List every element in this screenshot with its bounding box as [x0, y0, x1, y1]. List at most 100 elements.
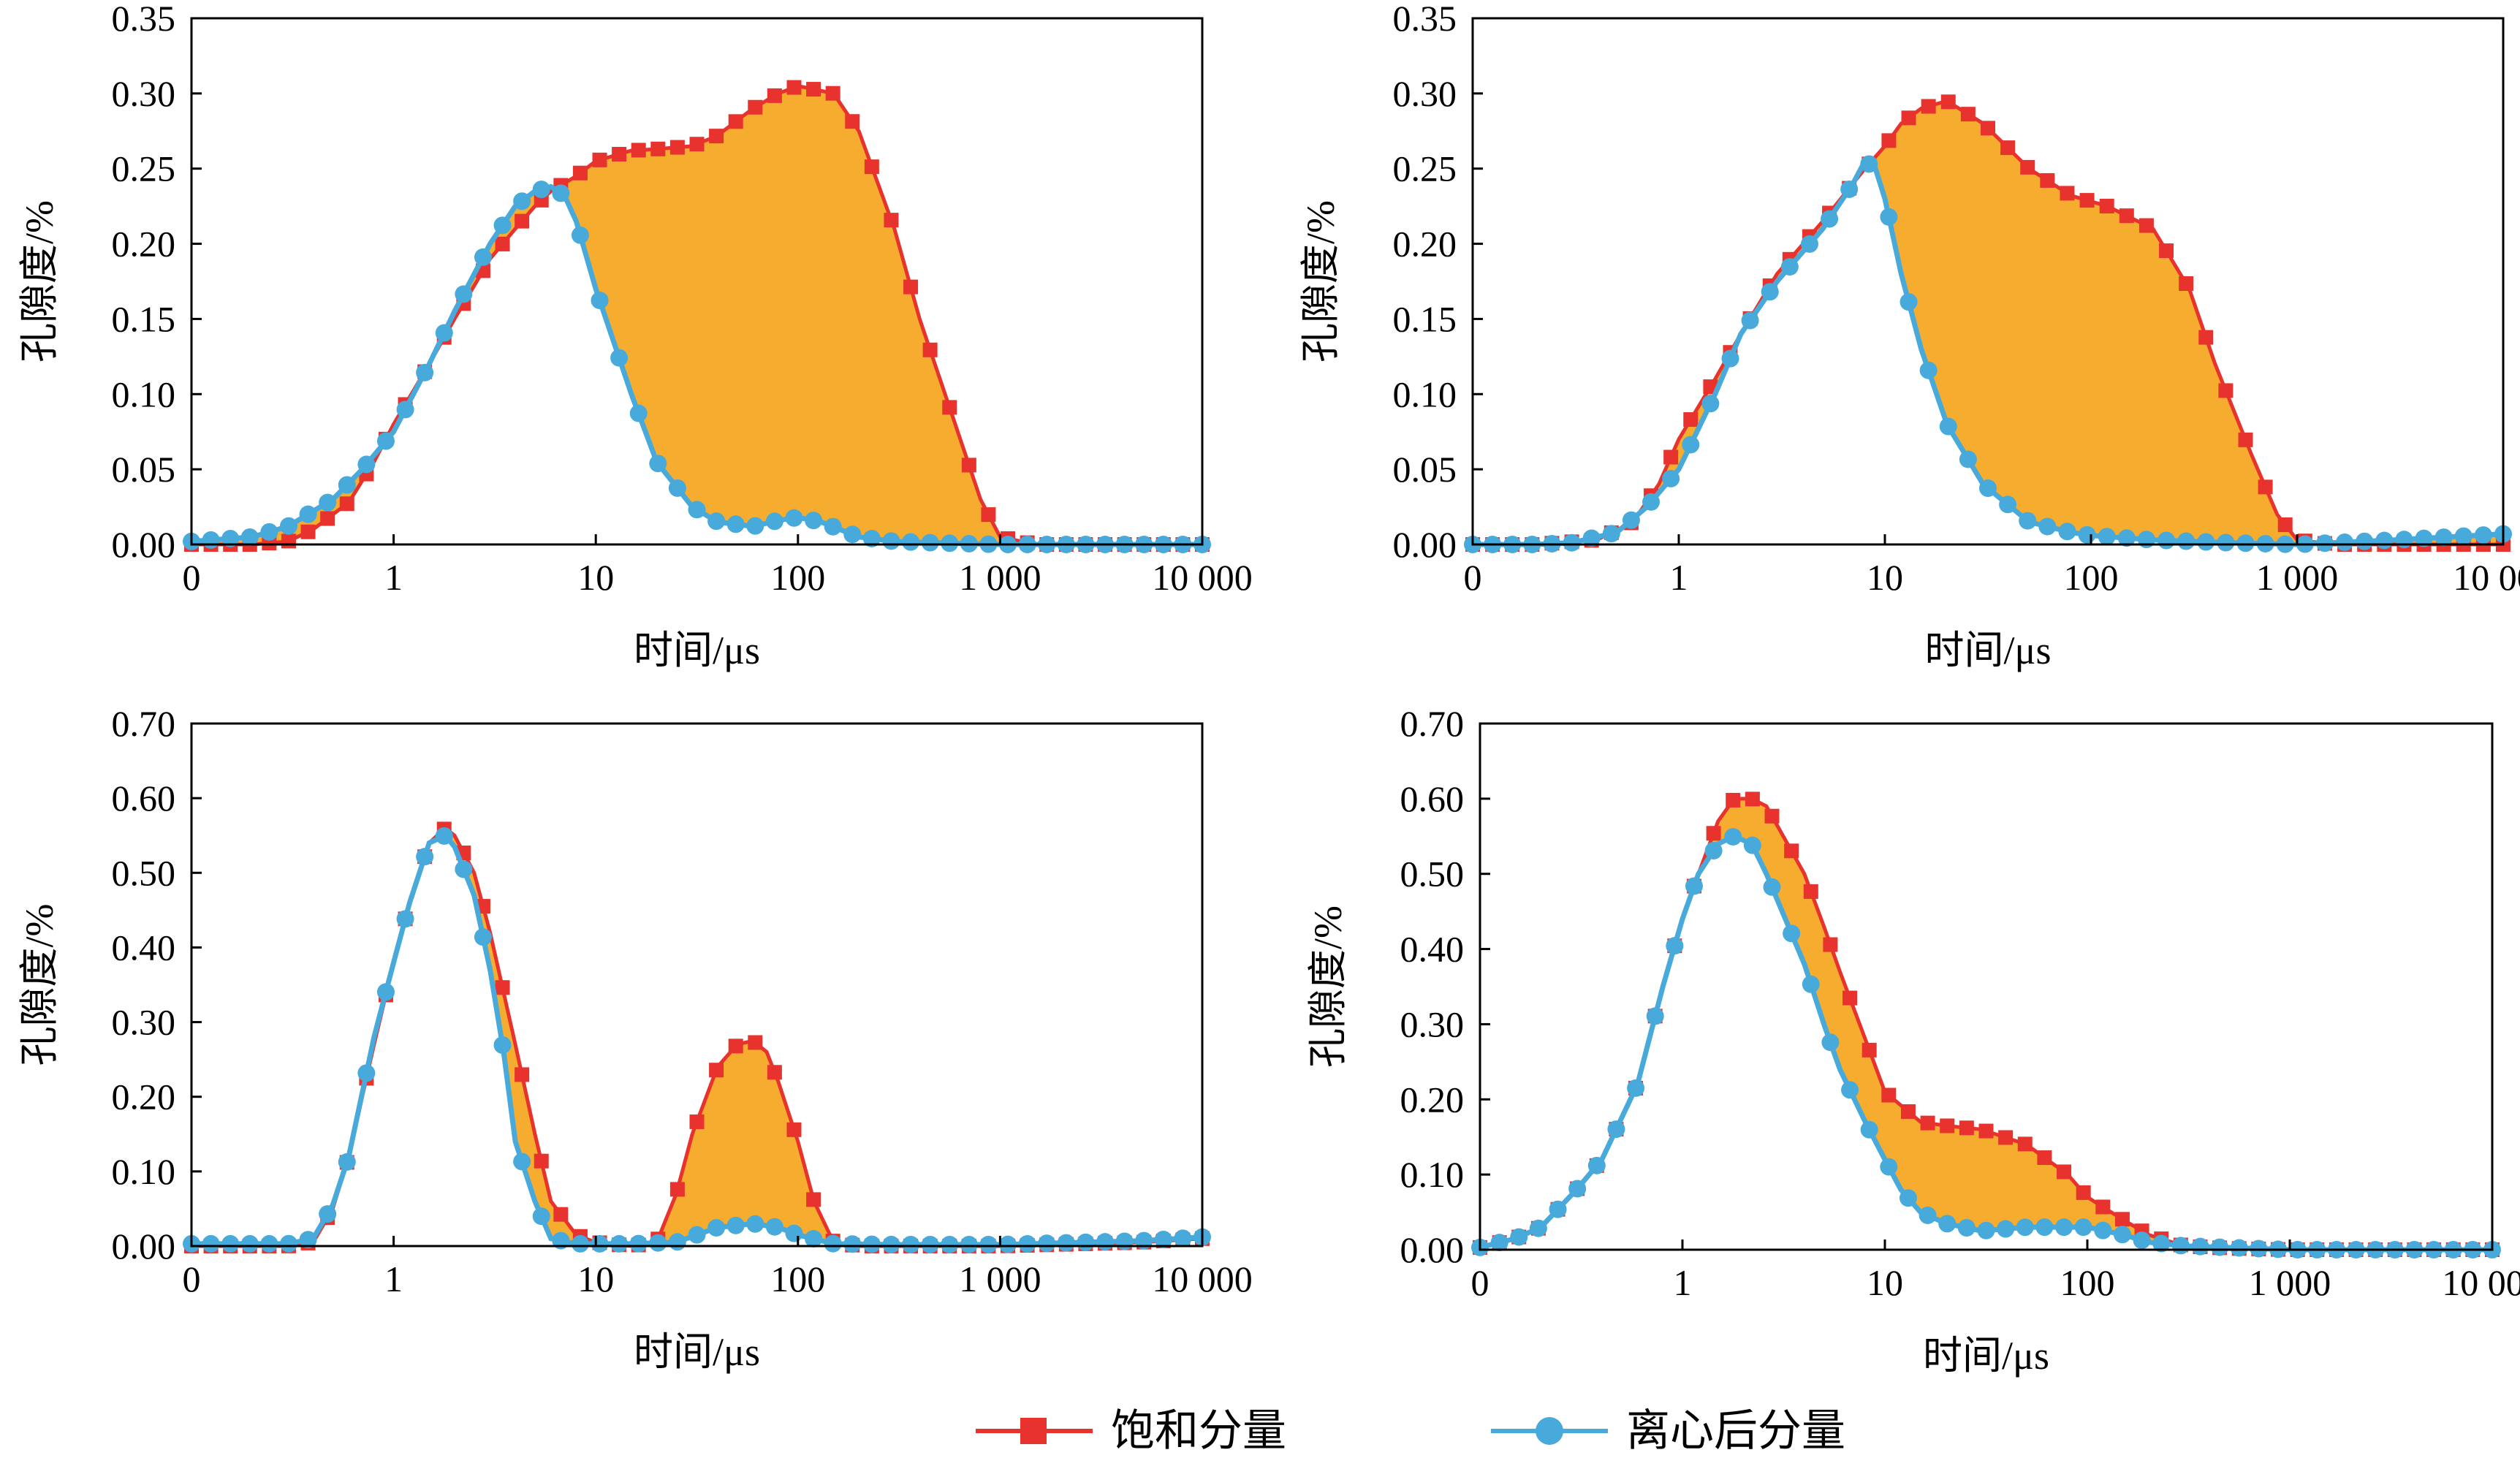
data-point	[2137, 531, 2155, 549]
data-point	[571, 226, 589, 244]
data-point	[2152, 1234, 2171, 1253]
data-point	[1959, 450, 1977, 468]
data-point	[824, 517, 842, 536]
data-point	[320, 511, 335, 526]
data-point	[1802, 975, 1820, 993]
y-tick-label: 0.10	[1400, 1154, 1465, 1195]
y-tick-label: 0.25	[1393, 148, 1457, 189]
shaded-difference-area	[191, 829, 1202, 1246]
data-point	[299, 1231, 317, 1249]
panel-bottom-right: 0.00 0.10 0.20 0.30 0.40 0.50 0.60 0.70 0 1 10 100 1…	[1306, 703, 2520, 1378]
data-point	[862, 1235, 881, 1253]
data-point	[260, 523, 278, 541]
data-point	[806, 82, 821, 97]
data-point	[1582, 529, 1601, 547]
x-axis-title: 时间/μs	[1923, 1334, 2049, 1378]
y-tick-label: 0.60	[1400, 778, 1465, 819]
data-point	[1901, 110, 1916, 126]
data-point	[726, 515, 745, 534]
data-point	[1741, 311, 1759, 330]
data-point	[709, 1063, 724, 1078]
data-point	[649, 455, 667, 473]
y-tick-label: 0.20	[1400, 1079, 1465, 1120]
data-point	[746, 517, 764, 535]
data-point	[2094, 1221, 2112, 1239]
data-point	[845, 114, 860, 129]
data-point	[455, 285, 473, 303]
data-point	[376, 432, 395, 450]
data-point	[338, 1153, 356, 1171]
data-point	[1724, 827, 1742, 846]
data-point	[2179, 276, 2194, 292]
data-point	[376, 983, 395, 1001]
x-tick-label: 10	[1867, 557, 1903, 598]
data-point	[2191, 1237, 2209, 1256]
y-tick-label: 0.70	[1400, 703, 1465, 744]
data-point	[1999, 496, 2017, 514]
y-tick-label: 0.05	[1393, 449, 1457, 490]
data-point	[1642, 493, 1661, 511]
y-tick-label: 0.10	[112, 373, 176, 414]
data-point	[688, 501, 706, 519]
data-point	[1077, 1233, 1095, 1251]
data-point	[960, 1235, 978, 1253]
y-tick-label: 0.70	[112, 703, 176, 744]
data-point	[416, 848, 434, 866]
y-tick-label: 0.00	[1400, 1229, 1465, 1270]
x-tick-label: 1	[1674, 1262, 1692, 1303]
data-point	[2113, 1226, 2131, 1244]
data-point	[552, 184, 570, 202]
data-point	[515, 1067, 530, 1082]
data-point	[884, 213, 899, 228]
data-point	[903, 279, 919, 295]
data-point	[339, 496, 354, 512]
data-point	[534, 1153, 549, 1169]
y-tick-label: 0.05	[112, 449, 176, 490]
data-point	[1979, 479, 1997, 498]
data-point	[221, 1234, 240, 1253]
data-point	[240, 528, 259, 546]
data-point	[1841, 1081, 1859, 1099]
plot-frame	[1471, 17, 2505, 546]
data-point	[2177, 532, 2195, 550]
data-point	[921, 534, 939, 552]
x-tick-label: 1	[384, 1258, 403, 1299]
data-point	[279, 517, 297, 535]
data-point	[2197, 533, 2215, 551]
y-tick-label: 0.15	[1393, 298, 1457, 339]
data-point	[941, 534, 959, 553]
data-point	[1823, 937, 1838, 952]
y-tick-label: 0.00	[112, 1226, 176, 1267]
data-point	[786, 80, 802, 95]
chart-panels: 0.000.050.100.150.200.250.300.350 1 10 100 1…	[18, 0, 2520, 1378]
data-point	[319, 1205, 337, 1223]
data-point	[1803, 884, 1818, 899]
data-point	[2055, 1218, 2073, 1237]
data-point	[786, 1122, 802, 1137]
data-point	[532, 181, 550, 199]
data-point	[532, 1207, 550, 1226]
data-point	[493, 1036, 512, 1055]
data-point	[1096, 1233, 1115, 1251]
y-axis-title: 孔隙度/%	[18, 200, 61, 362]
data-point	[1602, 525, 1620, 543]
data-point	[728, 1039, 743, 1054]
data-point	[1726, 792, 1741, 808]
data-point	[669, 1182, 685, 1197]
data-point	[1842, 990, 1858, 1006]
data-point	[1957, 1219, 1976, 1237]
y-tick-label: 0.10	[112, 1151, 176, 1192]
data-point	[726, 1216, 745, 1234]
data-point	[2238, 432, 2253, 447]
x-tick-label: 100	[770, 1258, 825, 1299]
data-point	[2230, 1239, 2248, 1257]
data-point	[1057, 1234, 1075, 1252]
data-point	[416, 363, 434, 381]
data-point	[961, 457, 976, 473]
data-point	[805, 512, 823, 530]
data-point	[1743, 836, 1761, 854]
data-point	[1880, 1158, 1898, 1176]
data-point	[1919, 361, 1938, 379]
plot-frame	[1479, 722, 2494, 1251]
data-point	[921, 1235, 939, 1253]
